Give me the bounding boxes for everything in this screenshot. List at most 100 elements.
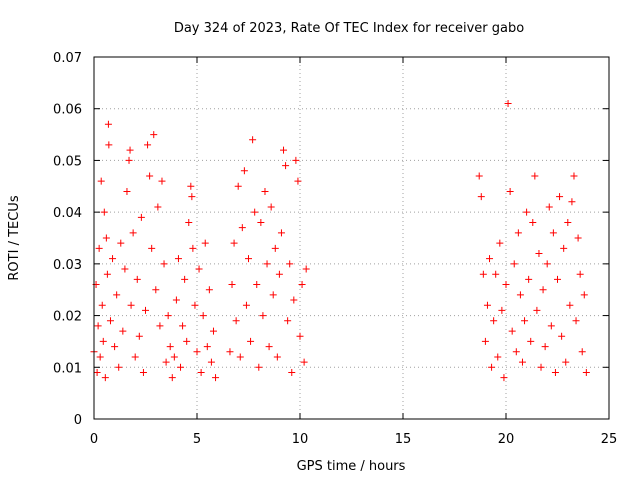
data-point bbox=[177, 363, 185, 371]
data-point bbox=[496, 239, 504, 247]
data-point bbox=[570, 172, 578, 180]
data-point bbox=[105, 141, 113, 149]
x-axis-ticks: 0 5 10 15 20 25 bbox=[90, 57, 617, 447]
data-point bbox=[212, 374, 220, 382]
data-point bbox=[506, 187, 514, 195]
data-point bbox=[172, 296, 180, 304]
data-point bbox=[294, 177, 302, 185]
x-tick-label: 25 bbox=[601, 432, 618, 447]
x-tick-label: 5 bbox=[193, 432, 201, 447]
data-point bbox=[126, 146, 134, 154]
data-point bbox=[554, 275, 561, 283]
data-point bbox=[574, 234, 582, 242]
data-point bbox=[504, 100, 512, 108]
data-point bbox=[479, 270, 487, 278]
y-tick-label: 0.07 bbox=[53, 51, 82, 66]
data-point bbox=[191, 301, 199, 309]
data-point bbox=[527, 337, 535, 345]
data-point bbox=[131, 353, 139, 361]
data-point bbox=[286, 260, 294, 268]
data-point bbox=[189, 244, 197, 252]
data-point bbox=[97, 177, 105, 185]
data-point bbox=[127, 301, 135, 309]
data-point bbox=[106, 317, 114, 325]
data-point bbox=[500, 374, 508, 382]
data-point bbox=[201, 239, 209, 247]
data-point bbox=[523, 208, 531, 216]
data-point bbox=[129, 229, 137, 237]
data-point bbox=[275, 270, 283, 278]
data-point bbox=[104, 120, 112, 128]
data-point bbox=[170, 353, 178, 361]
data-point bbox=[576, 270, 584, 278]
data-point bbox=[298, 281, 306, 289]
data-point bbox=[545, 203, 553, 211]
data-point bbox=[543, 260, 551, 268]
x-axis-label: GPS time / hours bbox=[297, 459, 406, 474]
data-point bbox=[292, 156, 300, 164]
y-axis-label: ROTI / TECUs bbox=[7, 195, 22, 280]
data-point bbox=[101, 374, 109, 382]
data-point bbox=[263, 260, 271, 268]
plot-frame bbox=[93, 56, 610, 420]
data-point bbox=[531, 172, 539, 180]
data-point bbox=[560, 244, 568, 252]
data-point bbox=[135, 332, 143, 340]
data-point bbox=[185, 218, 193, 226]
data-point bbox=[168, 374, 176, 382]
data-point bbox=[572, 317, 580, 325]
data-point bbox=[162, 358, 170, 366]
chart-title: Day 324 of 2023, Rate Of TEC Index for r… bbox=[174, 21, 524, 36]
data-point bbox=[529, 218, 537, 226]
data-point bbox=[302, 265, 310, 273]
data-point bbox=[539, 286, 547, 294]
data-point bbox=[113, 291, 121, 299]
data-point bbox=[117, 239, 125, 247]
data-point bbox=[103, 270, 111, 278]
data-point bbox=[102, 234, 110, 242]
data-point bbox=[205, 286, 213, 294]
data-point bbox=[282, 162, 290, 170]
x-tick-label: 15 bbox=[395, 432, 412, 447]
data-point bbox=[582, 368, 590, 376]
data-point bbox=[183, 337, 191, 345]
data-point bbox=[284, 317, 292, 325]
data-point bbox=[247, 337, 255, 345]
data-point bbox=[195, 265, 203, 273]
data-point bbox=[188, 193, 196, 201]
data-point bbox=[160, 260, 168, 268]
data-point bbox=[228, 281, 236, 289]
y-tick-label: 0.02 bbox=[53, 310, 82, 325]
data-point bbox=[181, 275, 189, 283]
data-point bbox=[99, 337, 107, 345]
data-point bbox=[494, 353, 502, 361]
data-point bbox=[558, 332, 566, 340]
data-point bbox=[277, 229, 285, 237]
x-tick-label: 20 bbox=[498, 432, 515, 447]
data-point bbox=[300, 358, 308, 366]
data-point bbox=[121, 265, 129, 273]
data-point bbox=[125, 156, 133, 164]
data-point bbox=[240, 167, 248, 175]
data-point bbox=[156, 322, 164, 330]
data-point bbox=[115, 363, 123, 371]
data-point bbox=[488, 363, 496, 371]
data-point bbox=[490, 317, 498, 325]
data-point bbox=[261, 187, 269, 195]
data-point bbox=[238, 224, 246, 232]
data-point bbox=[142, 306, 149, 314]
data-point bbox=[296, 332, 304, 340]
data-point bbox=[253, 281, 261, 289]
y-tick-label: 0.04 bbox=[53, 206, 82, 221]
x-tick-label: 10 bbox=[292, 432, 309, 447]
data-point bbox=[580, 291, 588, 299]
data-point bbox=[148, 244, 156, 252]
data-point bbox=[193, 348, 201, 356]
data-point bbox=[111, 343, 119, 351]
data-point bbox=[232, 317, 240, 325]
y-tick-label: 0.06 bbox=[53, 103, 82, 118]
data-point bbox=[152, 286, 160, 294]
data-point bbox=[242, 301, 250, 309]
data-point bbox=[150, 131, 158, 139]
data-point bbox=[475, 172, 483, 180]
